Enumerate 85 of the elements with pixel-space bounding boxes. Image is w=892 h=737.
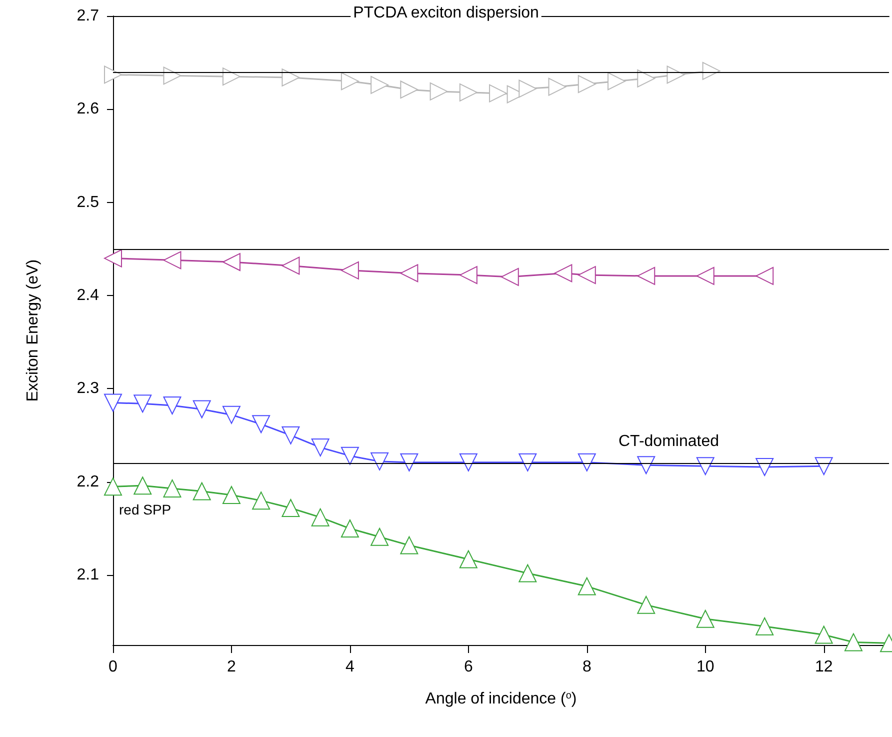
point [756, 458, 774, 476]
point [696, 610, 714, 628]
point [756, 266, 774, 285]
point [430, 82, 448, 100]
point [578, 577, 596, 596]
point [637, 456, 656, 474]
point [282, 499, 300, 518]
y-tick-label: 2.7 [76, 8, 100, 24]
point [192, 482, 211, 500]
point [104, 66, 122, 84]
point [459, 266, 478, 284]
x-tick-label: 8 [582, 658, 592, 676]
y-tick-label: 2.4 [76, 287, 100, 304]
point [400, 536, 418, 554]
point [844, 633, 862, 652]
x-tick-label: 6 [464, 658, 473, 676]
point [578, 453, 596, 472]
chart-title: PTCDA exciton dispersion [353, 4, 539, 22]
point [489, 84, 508, 102]
point [696, 266, 714, 285]
y-tick-label: 2.3 [76, 380, 100, 398]
point [459, 550, 478, 568]
point [400, 264, 418, 282]
y-axis-title: Exciton Energy (eV) [24, 259, 42, 402]
annotation: red SPP [119, 502, 172, 518]
point [370, 452, 389, 470]
y-tick-label: 2.6 [76, 100, 100, 118]
point [282, 68, 300, 86]
point [311, 438, 330, 456]
point [518, 453, 537, 472]
point [163, 251, 182, 270]
point [222, 406, 240, 424]
point [163, 396, 182, 415]
y-tick-label: 2.5 [76, 194, 100, 211]
point [340, 520, 359, 538]
point [459, 453, 478, 472]
point [340, 261, 359, 280]
point [252, 492, 270, 510]
x-tick-label: 4 [345, 658, 354, 676]
point [518, 564, 537, 582]
point [459, 83, 478, 102]
point [696, 457, 714, 476]
point [554, 264, 572, 282]
point [814, 626, 833, 644]
point [400, 453, 418, 472]
point [134, 394, 152, 413]
point [282, 256, 300, 275]
point [340, 446, 359, 465]
y-tick-label: 2.1 [76, 566, 100, 584]
point [637, 596, 656, 614]
point [637, 266, 656, 285]
x-tick-label: 2 [227, 658, 236, 676]
point [370, 76, 389, 94]
point [370, 528, 389, 546]
point [222, 68, 240, 86]
point [608, 72, 626, 90]
point [104, 478, 122, 496]
point [756, 617, 774, 636]
point [340, 72, 359, 90]
y-tick-label: 2.2 [76, 473, 100, 490]
point [311, 508, 330, 526]
point [548, 78, 566, 96]
point [814, 457, 833, 476]
point [134, 476, 152, 495]
point [163, 66, 182, 85]
point [163, 479, 182, 498]
ref-line-label: CT-dominated [618, 432, 719, 450]
point [252, 415, 270, 434]
point [222, 486, 240, 504]
point [578, 75, 596, 94]
x-tick-label: 0 [108, 658, 118, 676]
x-tick-label: 12 [814, 658, 833, 676]
point [282, 426, 300, 444]
point [104, 249, 122, 268]
point [400, 80, 418, 99]
point [500, 268, 519, 286]
point [192, 400, 211, 418]
point [578, 266, 596, 284]
point [702, 62, 720, 80]
point [222, 253, 240, 272]
point [104, 394, 122, 412]
point [637, 69, 656, 88]
x-tick-label: 10 [696, 658, 714, 676]
point [518, 80, 537, 98]
point [666, 66, 685, 84]
